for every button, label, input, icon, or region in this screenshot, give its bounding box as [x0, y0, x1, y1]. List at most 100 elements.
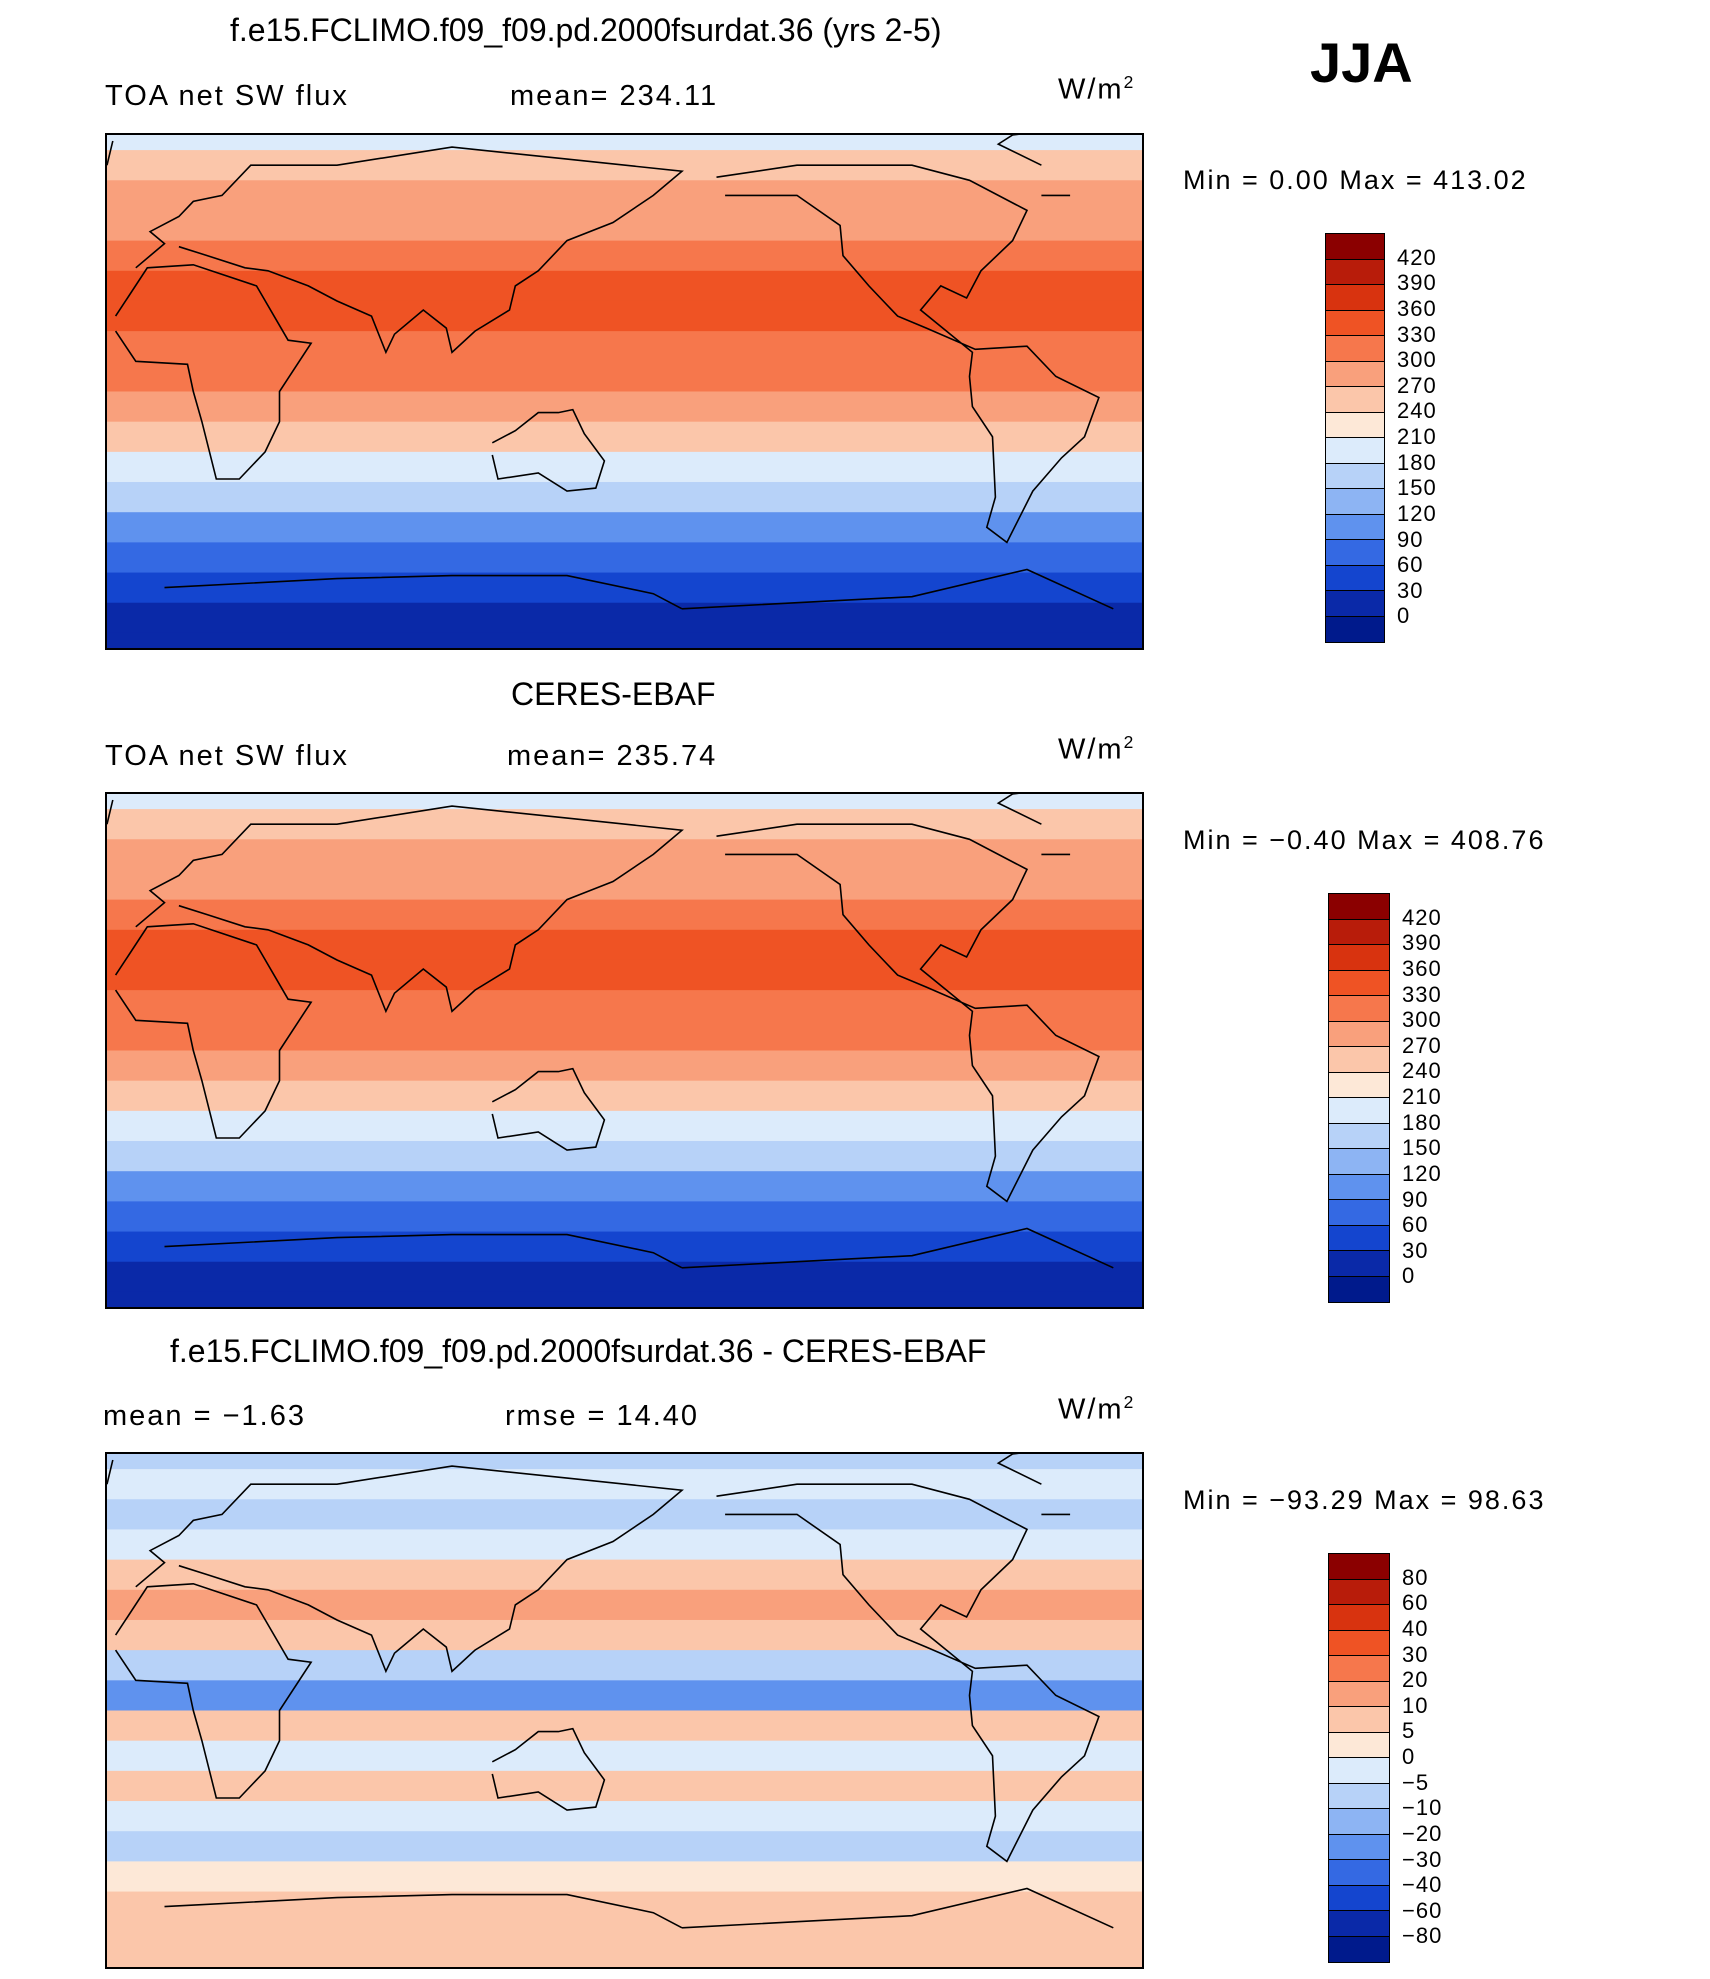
colorbar-swatch — [1329, 894, 1389, 920]
panel-1-colorbar — [1325, 233, 1385, 643]
panel-3-units: W/m2 — [1058, 1392, 1136, 1426]
colorbar-tick-label: 150 — [1397, 475, 1437, 501]
colorbar-tick-label: −60 — [1402, 1897, 1443, 1923]
panel-2-map — [105, 792, 1144, 1309]
latitude-band — [107, 602, 1142, 634]
latitude-band — [107, 959, 1142, 992]
panel-1-map — [105, 133, 1144, 650]
latitude-band — [107, 794, 1142, 811]
coastline — [107, 1459, 114, 1485]
latitude-band — [107, 361, 1142, 393]
colorbar-swatch — [1329, 1149, 1389, 1175]
latitude-band — [107, 1171, 1142, 1203]
colorbar-swatch — [1329, 970, 1389, 996]
colorbar-swatch — [1326, 412, 1384, 438]
latitude-band — [107, 421, 1142, 453]
colorbar-tick-label: −10 — [1402, 1795, 1443, 1821]
colorbar-swatch — [1329, 1021, 1389, 1047]
colorbar-tick-label: 300 — [1402, 1007, 1442, 1033]
colorbar-tick-label: −80 — [1402, 1923, 1443, 1949]
colorbar-tick-label: 30 — [1397, 577, 1424, 603]
colorbar-tick-label: 80 — [1402, 1564, 1429, 1590]
latitude-band — [107, 391, 1142, 423]
panel-3-colorbar — [1328, 1553, 1390, 1963]
colorbar-swatch — [1329, 1630, 1389, 1656]
panel-1-units: W/m2 — [1058, 72, 1136, 106]
colorbar-swatch — [1329, 945, 1389, 971]
colorbar-swatch — [1329, 1860, 1389, 1886]
latitude-band — [107, 542, 1142, 574]
latitude-band — [107, 331, 1142, 363]
colorbar-swatch — [1329, 1072, 1389, 1098]
colorbar-tick-label: 210 — [1402, 1084, 1442, 1109]
coastline — [996, 794, 1042, 825]
latitude-band — [107, 240, 1142, 272]
coastline — [135, 146, 684, 355]
colorbar-tick-label: 360 — [1402, 955, 1442, 981]
latitude-band — [107, 1740, 1142, 1772]
coastline — [491, 1067, 606, 1151]
colorbar-tick-label: −40 — [1402, 1872, 1443, 1898]
colorbar-tick-label: 150 — [1402, 1135, 1442, 1161]
latitude-band — [107, 482, 1142, 514]
season-label: JJA — [1310, 31, 1413, 94]
colorbar-tick-label: 240 — [1397, 398, 1437, 424]
colorbar-swatch — [1329, 1047, 1389, 1073]
panel-2-units: W/m2 — [1058, 732, 1136, 766]
colorbar-tick-label: 330 — [1402, 981, 1442, 1007]
colorbar-tick-label: 180 — [1402, 1109, 1442, 1135]
panel-1-minmax: Min = 0.00 Max = 413.02 — [1183, 165, 1528, 195]
colorbar-tick-label: 60 — [1397, 552, 1424, 578]
coastline — [491, 1727, 606, 1811]
latitude-band — [107, 1861, 1142, 1893]
colorbar-tick-label: 60 — [1402, 1590, 1429, 1616]
panel-2-mean-label: mean= 235.74 — [507, 740, 718, 772]
latitude-band — [107, 1110, 1142, 1143]
colorbar-tick-label: 420 — [1397, 244, 1437, 270]
colorbar-swatch — [1329, 1174, 1389, 1200]
colorbar-tick-label: 360 — [1397, 295, 1437, 321]
panel-1-variable-label: TOA net SW flux — [105, 80, 349, 112]
latitude-band — [107, 1770, 1142, 1803]
coastline — [107, 799, 114, 825]
coastline — [681, 568, 1114, 610]
latitude-band — [107, 1589, 1142, 1621]
latitude-band — [107, 1951, 1142, 1967]
coastline — [114, 263, 313, 480]
colorbar-tick-label: −20 — [1402, 1820, 1443, 1846]
colorbar-swatch — [1329, 1251, 1389, 1277]
latitude-band — [107, 1261, 1142, 1293]
colorbar-swatch — [1329, 1834, 1389, 1860]
latitude-band — [107, 1921, 1142, 1953]
colorbar-tick-label: 40 — [1402, 1615, 1429, 1641]
coastline — [996, 1454, 1042, 1485]
panel-3-rmse-label: rmse = 14.40 — [505, 1400, 700, 1432]
colorbar-tick-label: 420 — [1402, 904, 1442, 930]
colorbar-tick-label: 30 — [1402, 1237, 1429, 1263]
latitude-band — [107, 300, 1142, 333]
latitude-band — [107, 1650, 1142, 1682]
latitude-band — [107, 512, 1142, 544]
colorbar-swatch — [1329, 1554, 1389, 1580]
panel-3-map — [105, 1452, 1144, 1969]
panel-1-map-svg — [107, 135, 1142, 648]
coastline — [996, 135, 1042, 166]
coastline — [681, 1227, 1114, 1269]
colorbar-tick-label: 270 — [1402, 1032, 1442, 1058]
panel-3-minmax: Min = −93.29 Max = 98.63 — [1183, 1485, 1546, 1515]
latitude-band — [107, 1141, 1142, 1173]
colorbar-swatch — [1329, 919, 1389, 945]
coastline — [107, 140, 114, 166]
latitude-band — [107, 1454, 1142, 1471]
colorbar-swatch — [1329, 996, 1389, 1022]
colorbar-tick-label: 90 — [1402, 1186, 1429, 1212]
coastline — [716, 164, 1100, 544]
coastline — [164, 1233, 683, 1269]
latitude-band — [107, 1680, 1142, 1712]
colorbar-swatch — [1329, 1809, 1389, 1835]
colorbar-swatch — [1326, 310, 1384, 336]
colorbar-swatch — [1326, 259, 1384, 285]
colorbar-swatch — [1329, 1123, 1389, 1149]
colorbar-tick-label: 300 — [1397, 347, 1437, 373]
panel-2-title: CERES-EBAF — [511, 676, 716, 712]
